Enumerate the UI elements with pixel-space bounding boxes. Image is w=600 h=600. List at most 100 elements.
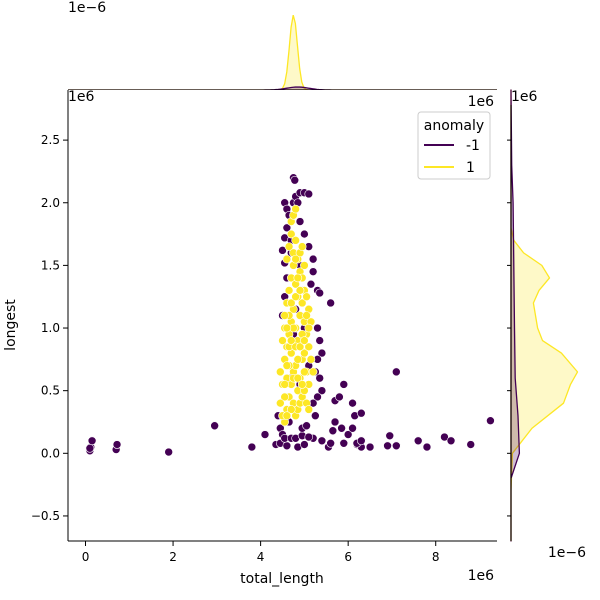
y-tick-label: 2.5 <box>41 133 60 147</box>
anomaly-point <box>313 323 322 333</box>
normal-point <box>276 367 285 377</box>
normal-point <box>280 380 289 389</box>
normal-point <box>280 311 289 320</box>
anomaly-point <box>348 423 357 433</box>
anomaly-point <box>486 416 495 426</box>
anomaly-point <box>356 408 366 418</box>
anomaly-point <box>308 254 318 264</box>
right-marginal: 1e6 1e−6 <box>507 89 586 561</box>
right-marginal-ticks <box>507 139 511 517</box>
normal-point <box>304 405 314 414</box>
right-marginal-scale-label: 1e−6 <box>548 545 586 561</box>
scatter-points <box>85 173 495 457</box>
y-ticks: −0.5 0.0 0.5 1.0 1.5 2.0 2.5 <box>31 133 68 523</box>
normal-point <box>282 254 292 264</box>
anomaly-point <box>348 398 357 408</box>
normal-point <box>280 392 289 402</box>
main-plot: 0 2 4 6 8 −0.5 0.0 0.5 1.0 1.5 2.0 2.5 1e6 1e6 1e6… <box>3 89 497 587</box>
anomaly-point <box>446 436 456 446</box>
anomaly-point <box>326 298 335 308</box>
normal-point <box>306 355 316 364</box>
normal-point <box>284 286 294 295</box>
y-tick-label: 1.5 <box>41 258 60 272</box>
x-tick-label: 8 <box>432 550 440 564</box>
normal-point <box>291 204 300 214</box>
normal-point <box>282 411 292 421</box>
anomaly-point <box>311 411 320 421</box>
anomaly-point <box>112 440 122 449</box>
anomaly-point <box>304 432 314 442</box>
y-tick-label: −0.5 <box>31 509 60 523</box>
anomaly-point <box>317 386 327 395</box>
right-marginal-top-label: 1e6 <box>511 89 538 105</box>
anomaly-point <box>440 432 449 442</box>
x-ticks: 0 2 4 6 8 <box>82 541 440 564</box>
anomaly-point <box>317 436 327 446</box>
anomaly-point <box>385 431 395 441</box>
normal-point <box>282 323 292 333</box>
normal-point <box>304 323 314 333</box>
y-scale-label: 1e6 <box>68 89 95 105</box>
top-marginal: 1e−6 <box>68 0 497 91</box>
normal-point <box>293 355 303 364</box>
legend-label-pos1: 1 <box>466 160 475 176</box>
top-marginal-kde <box>68 14 497 91</box>
x-axis-label: total_length <box>240 571 324 587</box>
normal-point <box>302 311 311 320</box>
normal-point <box>291 292 300 302</box>
normal-point <box>276 398 285 408</box>
x-tick-label: 0 <box>82 550 90 564</box>
normal-point <box>300 261 309 270</box>
normal-point <box>295 342 305 352</box>
normal-point <box>308 367 318 377</box>
anomaly-point <box>295 217 305 226</box>
anomaly-point <box>300 229 309 239</box>
y-tick-label: 0.0 <box>41 446 60 460</box>
top-marginal-scale-label: 1e−6 <box>68 0 106 16</box>
right-kde-normal <box>510 89 579 542</box>
anomaly-point <box>413 436 423 446</box>
normal-point <box>297 380 307 389</box>
x-top-offset-label: 1e6 <box>468 94 495 110</box>
anomaly-point <box>315 288 325 298</box>
anomaly-point <box>306 279 316 289</box>
y-tick-label: 1.0 <box>41 321 60 335</box>
normal-point <box>278 336 287 345</box>
legend: anomaly -1 1 <box>417 111 491 180</box>
anomaly-point <box>392 441 401 451</box>
anomaly-point <box>383 441 392 451</box>
anomaly-point <box>339 438 349 448</box>
normal-point <box>291 236 300 245</box>
anomaly-point <box>315 336 325 345</box>
top-kde-normal <box>68 14 497 91</box>
anomaly-point <box>300 440 309 449</box>
anomaly-point <box>356 436 366 446</box>
x-tick-label: 2 <box>169 550 177 564</box>
anomaly-point <box>290 175 300 185</box>
y-tick-label: 0.5 <box>41 384 60 398</box>
normal-point <box>302 292 311 302</box>
normal-point <box>286 336 296 345</box>
anomaly-point <box>260 430 270 439</box>
anomaly-point <box>282 441 292 451</box>
normal-point <box>300 336 309 345</box>
anomaly-point <box>335 392 344 402</box>
normal-point <box>284 242 294 251</box>
normal-point <box>304 342 314 352</box>
normal-point <box>282 361 292 370</box>
anomaly-point <box>365 442 375 452</box>
y-tick-label: 2.0 <box>41 196 60 210</box>
normal-point <box>300 367 309 377</box>
normal-point <box>286 229 296 239</box>
anomaly-point <box>317 348 327 358</box>
x-tick-label: 4 <box>257 550 265 564</box>
anomaly-point <box>343 430 353 439</box>
normal-point <box>300 348 309 358</box>
normal-point <box>297 298 307 308</box>
anomaly-point <box>210 421 219 431</box>
anomaly-point <box>330 417 340 427</box>
anomaly-point <box>304 189 314 199</box>
anomaly-point <box>392 367 401 377</box>
anomaly-point <box>339 380 349 389</box>
